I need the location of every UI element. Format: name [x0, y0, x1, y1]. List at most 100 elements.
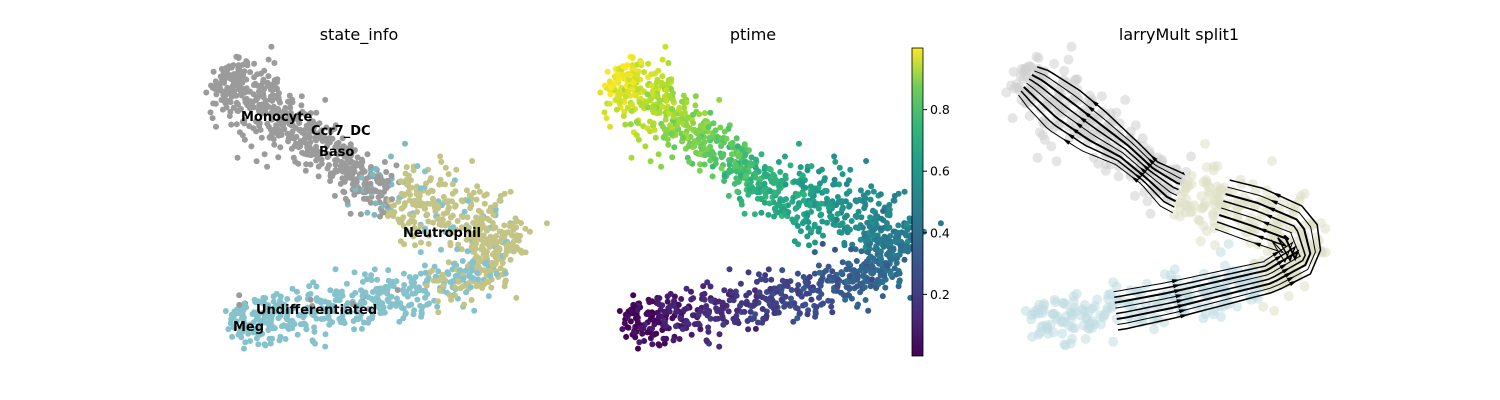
cell-point — [262, 97, 269, 104]
cell-point — [814, 287, 821, 294]
cluster-label-neutrophil: Neutrophil — [403, 226, 481, 241]
cell-point — [247, 69, 254, 76]
cell-point — [464, 214, 471, 221]
cell-point — [697, 326, 704, 333]
colorbar-tick-label: 0.6 — [930, 164, 950, 179]
colorbar-ticks: 0.2 0.4 0.6 0.8 — [923, 102, 950, 302]
cell-point — [659, 103, 666, 110]
cell-point — [843, 212, 850, 219]
cell-point — [364, 151, 371, 158]
cell-point — [343, 302, 349, 309]
cell-point — [701, 161, 708, 168]
cell-point — [380, 202, 387, 209]
cell-point — [726, 266, 733, 273]
background-cell — [1201, 226, 1212, 237]
cell-point — [696, 111, 703, 118]
cell-point — [517, 232, 524, 239]
cell-point — [361, 271, 368, 278]
cell-point — [240, 307, 247, 313]
background-cell — [1283, 291, 1294, 302]
cell-point — [400, 286, 407, 293]
cell-point — [761, 199, 768, 206]
cell-point — [641, 69, 648, 76]
cell-point — [241, 345, 247, 352]
cell-point — [606, 100, 613, 107]
cell-point — [808, 163, 815, 170]
cell-point — [327, 128, 334, 135]
cell-point — [486, 208, 493, 214]
cell-point — [743, 172, 749, 179]
stream-arrow — [1147, 157, 1155, 165]
cell-point — [741, 210, 748, 217]
cell-point — [612, 97, 619, 103]
background-cell — [1214, 285, 1225, 296]
background-cell — [1060, 299, 1070, 310]
cell-point — [240, 86, 247, 93]
cell-point — [655, 341, 662, 348]
cell-point — [830, 181, 837, 188]
cell-point — [265, 56, 272, 63]
cluster-label-undifferentiated: Undifferentiated — [256, 303, 377, 318]
cell-point — [336, 315, 343, 322]
cell-point — [688, 288, 694, 295]
cell-point — [236, 301, 243, 308]
cell-point — [406, 285, 413, 292]
cell-point — [671, 144, 678, 151]
cell-point — [709, 173, 716, 180]
cell-point — [373, 188, 380, 195]
cell-point — [768, 276, 775, 283]
cell-point — [773, 177, 780, 184]
cell-point — [461, 225, 468, 232]
cell-point — [228, 93, 235, 100]
cell-point — [716, 96, 723, 103]
background-cell — [1200, 138, 1210, 149]
cell-point — [373, 294, 380, 301]
cell-point — [461, 208, 468, 215]
cell-point — [760, 315, 767, 322]
cell-point — [630, 292, 637, 299]
stream-arrow — [1150, 154, 1158, 162]
cell-point — [465, 224, 472, 231]
cell-point — [834, 282, 841, 289]
background-cell — [1024, 111, 1035, 121]
background-cell — [1120, 94, 1131, 105]
cell-point — [307, 110, 314, 117]
cell-point — [634, 86, 641, 93]
background-cell — [1259, 206, 1270, 217]
cell-point — [374, 178, 381, 185]
cell-point — [843, 266, 850, 273]
cell-point — [824, 219, 830, 226]
cell-point — [303, 161, 310, 168]
cell-point — [271, 77, 278, 84]
cell-point — [797, 164, 804, 171]
cell-point — [639, 330, 646, 337]
cell-point — [469, 258, 476, 265]
panel-title-larrymult: larryMult split1 — [1119, 25, 1239, 44]
cell-point — [644, 104, 651, 111]
cell-point — [771, 213, 777, 220]
cell-point — [425, 240, 432, 247]
cell-point — [368, 164, 374, 170]
cell-point — [340, 143, 347, 150]
cell-point — [857, 187, 864, 194]
cell-point — [405, 172, 412, 179]
background-cell — [1066, 41, 1077, 52]
cell-point — [846, 284, 853, 291]
cell-point — [396, 318, 403, 325]
cell-point — [841, 239, 848, 246]
cell-point — [616, 308, 623, 314]
cell-point — [853, 258, 860, 264]
cell-point — [627, 72, 634, 79]
cell-point — [228, 64, 235, 71]
cell-point — [767, 286, 774, 292]
cell-point — [387, 209, 394, 216]
cell-point — [898, 229, 905, 236]
cell-point — [460, 283, 467, 290]
cell-point — [343, 280, 350, 287]
cell-point — [338, 161, 345, 168]
cell-point — [420, 287, 427, 294]
background-cell — [1267, 156, 1278, 166]
cell-point — [382, 183, 388, 190]
cell-point — [652, 70, 658, 77]
cell-point — [658, 163, 665, 170]
